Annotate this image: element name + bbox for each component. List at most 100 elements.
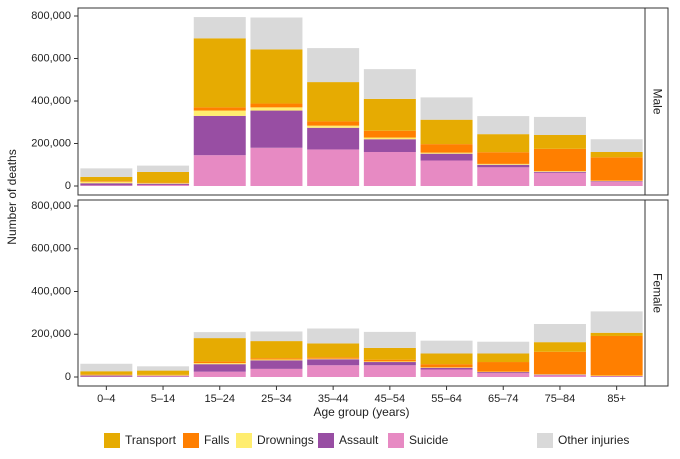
bar-male-transport — [80, 176, 133, 182]
x-tick-label: 85+ — [607, 393, 626, 405]
bar-female-other-injuries — [533, 323, 586, 343]
bar-female-transport — [250, 341, 303, 359]
x-tick-label: 35–44 — [318, 393, 349, 405]
bar-female-other-injuries — [193, 332, 246, 339]
bar-female-suicide — [307, 365, 360, 377]
bar-male-transport — [137, 171, 190, 183]
legend-label-other-injuries: Other injuries — [558, 433, 629, 447]
y-tick-label-male: 400,000 — [31, 95, 71, 107]
bar-male-suicide — [137, 184, 190, 186]
legend-swatch-assault — [318, 433, 334, 448]
bar-male-other-injuries — [137, 165, 190, 172]
bar-female-assault — [250, 360, 303, 369]
bar-female-drownings — [363, 361, 416, 363]
bar-male-falls — [477, 152, 530, 164]
bar-male-suicide — [477, 167, 530, 186]
bar-male-falls — [420, 144, 473, 153]
bar-female-assault — [420, 367, 473, 370]
bar-male-drownings — [137, 183, 190, 184]
bar-female-assault — [477, 372, 530, 374]
bar-male-assault — [307, 127, 360, 150]
y-tick-label-male: 0 — [65, 180, 71, 192]
bar-male-assault — [590, 181, 643, 182]
bar-female-transport — [137, 370, 190, 375]
bar-male-falls — [307, 121, 360, 126]
y-tick-label-female: 600,000 — [31, 243, 71, 255]
bar-female-other-injuries — [363, 331, 416, 348]
bar-male-transport — [477, 134, 530, 153]
bar-male-transport — [250, 49, 303, 104]
bar-female-falls — [250, 358, 303, 360]
legend-swatch-other-injuries — [537, 433, 553, 448]
x-tick-label: 25–34 — [261, 393, 292, 405]
bar-female-suicide — [590, 376, 643, 377]
x-tick-label: 45–54 — [375, 393, 406, 405]
y-tick-label-female: 200,000 — [31, 328, 71, 340]
legend-label-transport: Transport — [125, 433, 177, 447]
bar-male-suicide — [307, 149, 360, 186]
bar-female-other-injuries — [80, 363, 133, 372]
x-tick-label: 5–14 — [151, 393, 175, 405]
bar-female-assault — [80, 375, 133, 377]
facet-strip-male — [644, 7, 669, 196]
bar-female-other-injuries — [477, 341, 530, 354]
bar-male-transport — [363, 98, 416, 131]
bar-female-drownings — [307, 358, 360, 360]
x-tick-label: 15–24 — [204, 393, 235, 405]
y-tick-label-male: 800,000 — [31, 10, 71, 22]
bar-female-falls — [477, 362, 530, 372]
y-tick-label-male: 600,000 — [31, 52, 71, 64]
bar-male-assault — [363, 139, 416, 152]
bar-male-drownings — [363, 137, 416, 140]
bar-male-falls — [590, 157, 643, 181]
x-tick-label: 75–84 — [545, 393, 576, 405]
bar-female-assault — [193, 364, 246, 372]
bar-male-other-injuries — [420, 97, 473, 120]
bar-male-falls — [80, 181, 133, 182]
bar-female-transport — [193, 338, 246, 362]
bar-male-suicide — [193, 155, 246, 186]
facet-label-male: Male — [650, 88, 664, 114]
x-tick-label: 0–4 — [97, 393, 115, 405]
bar-female-falls — [307, 357, 360, 359]
bar-male-falls — [533, 148, 586, 172]
bar-male-falls — [363, 130, 416, 138]
bar-male-falls — [193, 107, 246, 111]
x-axis-title: Age group (years) — [313, 405, 409, 419]
bar-female-suicide — [477, 373, 530, 377]
bar-female-drownings — [193, 363, 246, 365]
bar-male-suicide — [533, 172, 586, 186]
legend-label-assault: Assault — [339, 433, 379, 447]
bar-male-assault — [420, 153, 473, 161]
bar-female-assault — [137, 375, 190, 377]
legend-swatch-falls — [183, 433, 199, 448]
facet-strip-female — [644, 199, 669, 387]
bar-male-transport — [307, 82, 360, 122]
bar-male-other-injuries — [80, 168, 133, 177]
bar-male-assault — [80, 183, 133, 186]
bar-female-falls — [193, 361, 246, 364]
y-tick-label-male: 200,000 — [31, 137, 71, 149]
y-axis-title: Number of deaths — [5, 149, 19, 244]
bar-male-drownings — [533, 171, 586, 172]
bar-male-other-injuries — [363, 69, 416, 99]
bar-female-drownings — [250, 359, 303, 361]
bar-female-transport — [533, 342, 586, 352]
bar-male-suicide — [363, 152, 416, 186]
bar-male-assault — [533, 171, 586, 173]
bar-male-transport — [533, 135, 586, 149]
bar-male-falls — [250, 103, 303, 108]
bar-male-suicide — [80, 185, 133, 186]
bar-male-transport — [193, 38, 246, 108]
y-tick-label-female: 400,000 — [31, 285, 71, 297]
bar-male-assault — [477, 164, 530, 168]
bar-male-drownings — [420, 152, 473, 154]
bar-female-transport — [363, 347, 416, 360]
bar-female-falls — [420, 364, 473, 368]
bar-female-assault — [307, 359, 360, 366]
bar-female-assault — [533, 374, 586, 376]
bar-male-suicide — [590, 181, 643, 186]
bar-male-assault — [193, 115, 246, 156]
bar-female-falls — [590, 335, 643, 376]
